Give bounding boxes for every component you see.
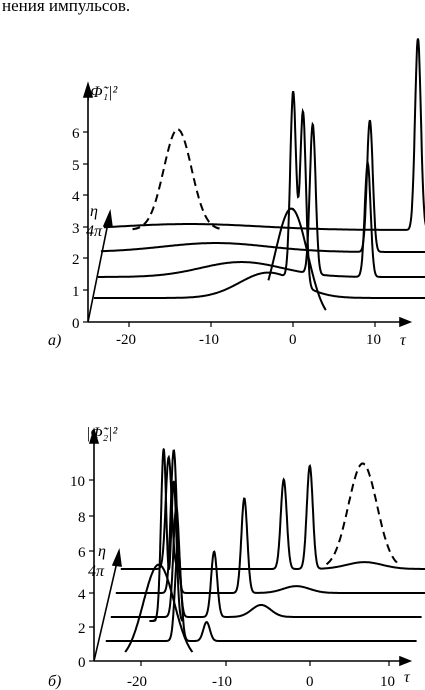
panel-b-curves (105, 447, 425, 653)
panel-b-eta-label: η (98, 543, 106, 560)
panel-b-y-tick-0: 0 (78, 655, 86, 671)
panel-b-slice-2 (110, 505, 422, 618)
panel-b-y-tick-6: 6 (78, 545, 86, 561)
panel-a-front-pulse (267, 207, 327, 311)
panel-b-y-ticks (89, 479, 94, 662)
panel-a-eta-tick: 4π (86, 223, 103, 240)
panel-a-y-tick-6: 6 (72, 126, 80, 142)
panel-b (88, 427, 413, 667)
panel-b-tau-label: τ (404, 669, 411, 686)
panel-b-y-tick-2: 2 (78, 621, 86, 637)
panel-a-y-ticks (83, 131, 88, 323)
panel-b-dashed-pulse (325, 462, 399, 566)
panel-b-y-label: |Φ̃₂|² (86, 425, 119, 442)
panel-a-slice-3 (100, 119, 425, 253)
panel-a-slice-1 (93, 90, 425, 299)
panel-a (82, 81, 413, 328)
panel-b-label: б) (48, 673, 61, 690)
panel-a-y-tick-3: 3 (72, 221, 80, 237)
panel-b-y-tick-8: 8 (78, 510, 86, 526)
panel-a-eta-axis (87, 222, 109, 323)
panel-a-x-ticks (128, 322, 376, 327)
panel-a-curves (93, 38, 425, 311)
panel-b-x-tick-0: 0 (306, 674, 314, 690)
panel-a-y-tick-4: 4 (72, 189, 80, 205)
panel-a-y-tick-0: 0 (72, 316, 80, 332)
panel-a-eta-arrow (102, 209, 113, 228)
panel-b-y-tick-labels: 0 2 4 6 8 10 (70, 474, 86, 671)
panel-b-y-arrow (88, 427, 100, 444)
panel-b-y-tick-10: 10 (70, 474, 85, 490)
panel-a-x-tick-labels: -20 -10 0 10 (116, 332, 381, 348)
panel-a-x-tick-0: 0 (289, 332, 297, 348)
caption-fragment: нения импульсов. (2, 0, 131, 15)
panel-a-y-tick-2: 2 (72, 252, 80, 268)
panel-a-y-tick-1: 1 (72, 284, 80, 300)
panel-a-x-tick-m10: -10 (199, 332, 219, 348)
panel-a-label: а) (48, 332, 61, 349)
panel-b-tau-arrow (399, 655, 413, 667)
panel-a-tau-arrow (399, 316, 413, 328)
panel-b-tall-peaks (149, 447, 184, 622)
panel-a-dashed-pulse (132, 128, 224, 231)
panel-b-x-tick-labels: -20 -10 0 10 (127, 674, 395, 690)
panel-b-x-tick-m20: -20 (127, 674, 147, 690)
panel-a-slice-2 (97, 121, 425, 278)
panel-a-y-tick-5: 5 (72, 158, 80, 174)
panel-a-x-tick-m20: -20 (116, 332, 136, 348)
panel-a-slice-4 (103, 38, 425, 231)
panel-a-y-label: |Φ̃₁|² (86, 84, 119, 101)
panel-a-y-tick-labels: 0 1 2 3 4 5 6 (72, 126, 80, 332)
panel-b-eta-axis (93, 561, 118, 662)
panel-a-eta-label: η (90, 203, 98, 220)
panel-b-x-ticks (140, 661, 390, 666)
panel-b-front-pulse (124, 563, 194, 653)
panel-b-eta-arrow (111, 548, 122, 567)
panel-b-slice-4 (120, 454, 425, 570)
panel-a-x-tick-10: 10 (366, 332, 381, 348)
panel-b-x-tick-10: 10 (380, 674, 395, 690)
panel-b-eta-tick: 4π (88, 563, 105, 580)
panel-b-y-tick-4: 4 (78, 587, 86, 603)
panel-b-x-tick-m10: -10 (212, 674, 232, 690)
panel-a-tau-label: τ (400, 332, 407, 349)
panel-a-y-arrow (82, 81, 94, 98)
panel-b-slice-1 (105, 544, 417, 642)
